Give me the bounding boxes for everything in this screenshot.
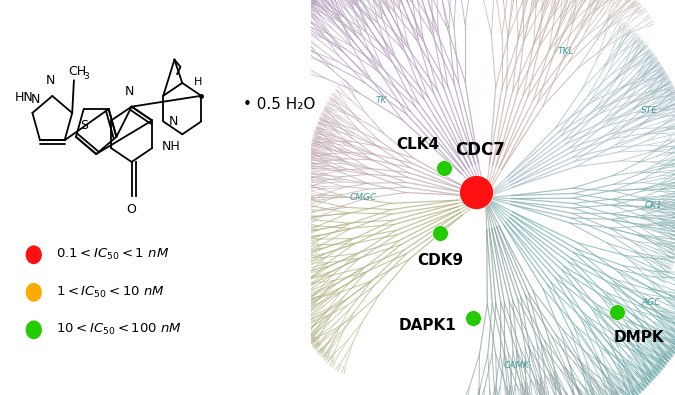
Point (435, 230, 446, 236)
Point (467, 315, 478, 321)
Text: S: S (80, 119, 88, 132)
Text: CDC7: CDC7 (455, 141, 505, 159)
Circle shape (26, 284, 41, 301)
Text: H: H (194, 77, 202, 87)
Text: $10 < IC_{50} < 100\ nM$: $10 < IC_{50} < 100\ nM$ (55, 322, 182, 337)
Text: TKL: TKL (558, 47, 574, 56)
Text: CLK4: CLK4 (396, 137, 439, 152)
Text: N: N (169, 115, 178, 128)
Text: HN: HN (15, 92, 34, 104)
Text: $1 < IC_{50} < 10\ nM$: $1 < IC_{50} < 10\ nM$ (55, 285, 165, 300)
Text: N: N (46, 74, 55, 87)
Text: • 0.5 H₂O: • 0.5 H₂O (243, 97, 315, 112)
Point (438, 165, 449, 171)
Text: NH: NH (161, 140, 180, 152)
Text: CMGC: CMGC (350, 193, 377, 202)
Text: 3: 3 (83, 72, 89, 81)
Circle shape (26, 246, 41, 263)
Text: CK1: CK1 (644, 201, 662, 210)
Text: $0.1 < IC_{50} < 1\ nM$: $0.1 < IC_{50} < 1\ nM$ (55, 247, 169, 262)
Point (612, 309, 622, 315)
Text: N: N (30, 93, 40, 106)
Text: O: O (127, 203, 136, 216)
Circle shape (26, 321, 41, 339)
Text: STE: STE (641, 106, 658, 115)
Text: DAPK1: DAPK1 (398, 318, 456, 333)
Text: CDK9: CDK9 (417, 253, 463, 268)
Text: CH: CH (68, 65, 86, 78)
Text: TK: TK (376, 96, 387, 105)
Text: CAMK: CAMK (504, 361, 529, 370)
Text: AGC: AGC (642, 298, 661, 307)
Text: DMPK: DMPK (613, 330, 664, 345)
Point (471, 188, 482, 195)
Text: N: N (126, 85, 134, 98)
